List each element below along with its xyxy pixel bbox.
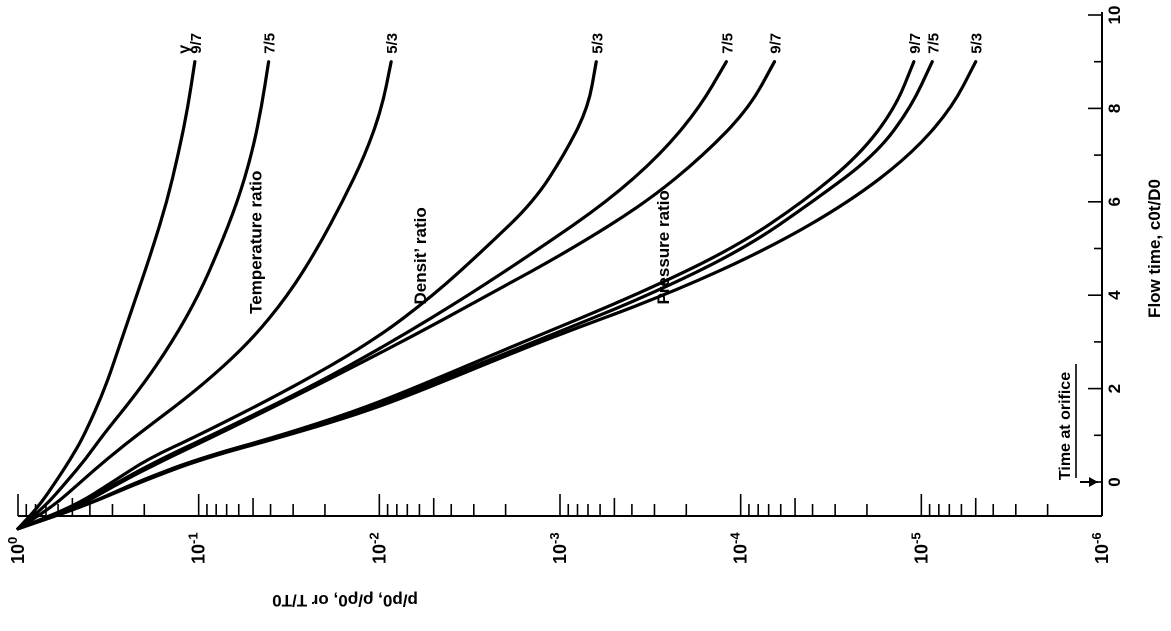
curve-2-2 (16, 60, 978, 531)
ratio-axis-label: p/p0, ρ/ρ0, or T/T0 (272, 591, 418, 610)
series-label: 5/3 (969, 33, 986, 54)
group-label: Temperature ratio (246, 171, 265, 314)
time-tick-label: 2 (1105, 384, 1124, 393)
time-tick-label: 4 (1105, 290, 1124, 300)
curve-0-0 (16, 60, 197, 531)
ratio-tick-label: 10-4 (728, 532, 751, 564)
series-label: 7/5 (925, 33, 942, 54)
ratio-tick-label: 10-6 (1089, 532, 1112, 564)
ratio-tick-label: 10-3 (547, 532, 570, 564)
ratio-tick-label: 10-1 (186, 532, 209, 564)
time-tick-label: 6 (1105, 197, 1124, 206)
time-tick-label: 10 (1105, 6, 1124, 25)
curve-2-1 (16, 60, 934, 531)
ratio-tick-label: 10-5 (908, 532, 931, 564)
group-label: Pressure ratio (654, 190, 673, 304)
series-label: 9/7 (767, 33, 784, 54)
time-tick-label: 0 (1105, 477, 1124, 486)
gamma-header-label: γ (176, 45, 193, 54)
curve-1-2 (16, 60, 777, 531)
series-label: 9/7 (907, 33, 924, 54)
orifice-annotation: Time at orifice (1057, 372, 1074, 480)
ratio-tick-label: 100 (5, 537, 28, 564)
curves (16, 60, 978, 531)
series-label: 7/5 (719, 33, 736, 54)
series-label: 7/5 (262, 33, 279, 54)
orifice-arrow-icon (1089, 477, 1098, 487)
axes (17, 12, 1103, 517)
series-label: 9/7 (188, 33, 205, 54)
curve-0-1 (16, 60, 271, 531)
time-tick-label: 8 (1105, 104, 1124, 113)
series-label: 5/3 (384, 33, 401, 54)
group-label: Densit’ ratio (411, 207, 430, 304)
curve-0-2 (16, 60, 393, 531)
time-axis-label: Flow time, c0t/D0 (1145, 179, 1164, 318)
ratio-tick-label: 10-2 (366, 532, 389, 564)
series-label: 5/3 (589, 33, 606, 54)
curve-1-0 (16, 60, 598, 531)
